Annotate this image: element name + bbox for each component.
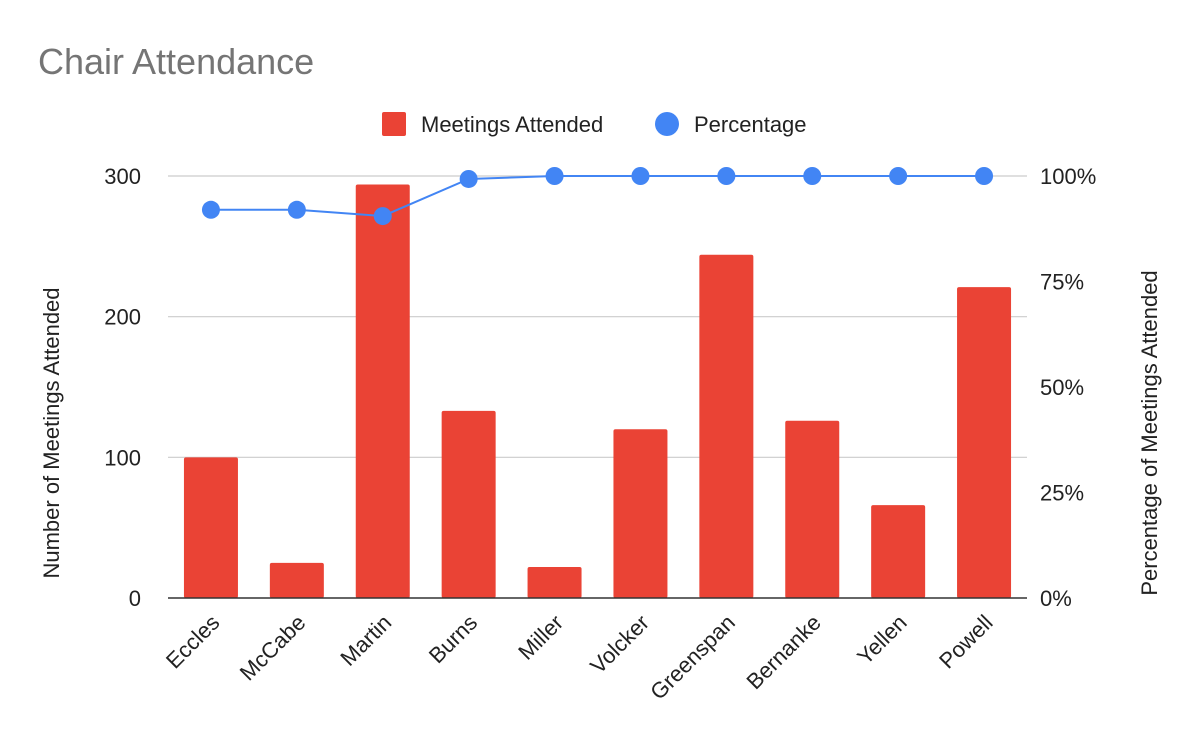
category-label: Miller [513, 610, 568, 665]
legend-swatch-meetings [382, 112, 406, 136]
point-miller [545, 167, 564, 185]
right-tick-label: 50% [1040, 375, 1084, 400]
legend-swatch-percentage [655, 112, 679, 136]
right-axis-title: Percentage of Meetings Attended [1137, 270, 1162, 595]
bar-eccles [183, 457, 238, 598]
category-label: Eccles [161, 610, 224, 673]
point-martin [373, 207, 392, 226]
point-volcker [631, 167, 650, 185]
legend: Meetings Attended Percentage [382, 112, 807, 137]
left-tick-label: 100 [104, 445, 141, 470]
left-axis-title: Number of Meetings Attended [39, 287, 64, 578]
left-tick-label: 0 [129, 586, 141, 611]
point-bernanke [803, 167, 822, 185]
point-burns [459, 169, 478, 188]
bar-miller [527, 567, 582, 598]
axes: 0 100 200 300 0% 25% 50% 75% 100% Eccles McCabe Mar… [104, 164, 1096, 705]
point-mccabe [287, 200, 306, 219]
bar-series [183, 184, 1012, 599]
category-label: Volcker [585, 610, 654, 679]
left-tick-label: 200 [104, 305, 141, 330]
right-tick-label: 100% [1040, 164, 1096, 189]
category-label: Powell [934, 610, 998, 674]
chart-title: Chair Attendance [38, 41, 314, 82]
point-yellen [889, 167, 908, 185]
bar-mccabe [269, 562, 324, 598]
legend-label-meetings: Meetings Attended [421, 112, 603, 137]
line-series [201, 167, 994, 226]
right-tick-label: 25% [1040, 481, 1084, 506]
point-eccles [201, 200, 220, 219]
left-tick-label: 300 [104, 164, 141, 189]
category-label: Yellen [852, 610, 911, 669]
bar-martin [355, 184, 410, 598]
category-label: Burns [424, 610, 482, 668]
bar-powell [957, 287, 1012, 598]
bar-burns [441, 410, 496, 598]
bar-bernanke [785, 420, 840, 598]
bar-volcker [613, 429, 668, 598]
category-label: Bernanke [742, 610, 826, 694]
category-label: Greenspan [645, 610, 740, 705]
point-powell [975, 167, 994, 185]
category-label: Martin [335, 610, 396, 671]
right-tick-label: 0% [1040, 586, 1072, 611]
point-greenspan [717, 167, 736, 185]
bar-yellen [871, 505, 926, 598]
category-label: McCabe [235, 610, 311, 686]
legend-label-percentage: Percentage [694, 112, 807, 137]
percentage-line [210, 175, 985, 218]
right-tick-label: 75% [1040, 270, 1084, 295]
bar-greenspan [699, 254, 754, 599]
